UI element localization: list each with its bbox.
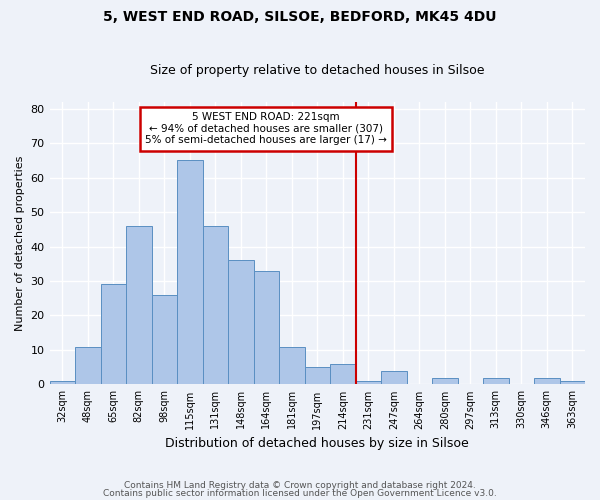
Bar [305, 367, 330, 384]
Bar [330, 364, 356, 384]
Bar [534, 378, 560, 384]
Text: 5, WEST END ROAD, SILSOE, BEDFORD, MK45 4DU: 5, WEST END ROAD, SILSOE, BEDFORD, MK45 … [103, 10, 497, 24]
X-axis label: Distribution of detached houses by size in Silsoe: Distribution of detached houses by size … [166, 437, 469, 450]
Bar [203, 226, 228, 384]
Bar [483, 378, 509, 384]
Bar [356, 381, 381, 384]
Bar [381, 370, 407, 384]
Bar [279, 346, 305, 385]
Bar [560, 381, 585, 384]
Y-axis label: Number of detached properties: Number of detached properties [15, 156, 25, 331]
Bar [432, 378, 458, 384]
Text: Contains HM Land Registry data © Crown copyright and database right 2024.: Contains HM Land Registry data © Crown c… [124, 481, 476, 490]
Bar [50, 381, 75, 384]
Bar [177, 160, 203, 384]
Bar [75, 346, 101, 385]
Title: Size of property relative to detached houses in Silsoe: Size of property relative to detached ho… [150, 64, 485, 77]
Bar [228, 260, 254, 384]
Text: 5 WEST END ROAD: 221sqm
← 94% of detached houses are smaller (307)
5% of semi-de: 5 WEST END ROAD: 221sqm ← 94% of detache… [145, 112, 387, 146]
Text: Contains public sector information licensed under the Open Government Licence v3: Contains public sector information licen… [103, 488, 497, 498]
Bar [126, 226, 152, 384]
Bar [101, 284, 126, 384]
Bar [254, 270, 279, 384]
Bar [152, 295, 177, 384]
